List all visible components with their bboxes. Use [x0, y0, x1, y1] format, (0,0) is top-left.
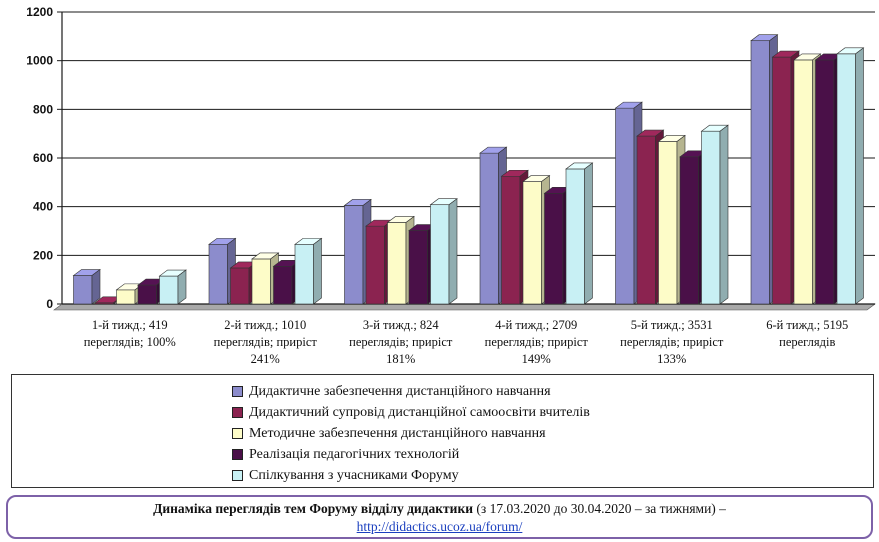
- bar: [208, 244, 228, 305]
- x-tick-label: 1-й тижд.; 419 переглядів; 100%: [84, 318, 176, 349]
- bar-chart: 0 200 400 600 800 1000 1200 1-й тижд.; 419 перег…: [26, 5, 876, 366]
- x-tick-label-line: переглядів; приріст: [214, 335, 318, 349]
- chart-legend: Дидактичне забезпечення дистанційного на…: [11, 374, 874, 488]
- bar-side: [584, 162, 593, 305]
- x-tick-label-line: 5-й тижд.; 3531: [631, 318, 713, 332]
- y-tick-label: 1000: [26, 54, 53, 68]
- bar-side: [177, 269, 187, 305]
- bar: [501, 175, 521, 305]
- chart-floor: [53, 303, 876, 311]
- legend-item: Дидактичний супровід дистанційної самоос…: [232, 402, 590, 423]
- bar: [750, 40, 770, 305]
- x-tick-label-line: переглядів; приріст: [620, 335, 724, 349]
- bar: [365, 225, 385, 305]
- legend-swatch: [232, 470, 243, 481]
- x-tick-label-line: 1-й тижд.; 419: [92, 318, 168, 332]
- bar-side: [719, 124, 729, 305]
- bar: [815, 59, 835, 305]
- bar-side: [855, 47, 864, 305]
- x-tick-label-line: 3-й тижд.; 824: [363, 318, 440, 332]
- x-tick-label: 3-й тижд.; 824 переглядів; приріст 181%: [349, 318, 453, 366]
- caption-period: (з 17.03.2020 до 30.04.2020 – за тижнями…: [473, 501, 726, 516]
- bar: [544, 192, 564, 305]
- y-tick-label: 600: [33, 151, 53, 165]
- x-tick-label-line: 4-й тижд.; 2709: [495, 318, 577, 332]
- caption-title: Динаміка переглядів тем Форуму відділу д…: [153, 501, 473, 516]
- chart-caption: Динаміка переглядів тем Форуму відділу д…: [6, 495, 873, 539]
- x-tick-label-line: 2-й тижд.; 1010: [224, 318, 306, 332]
- legend-label: Дидактичне забезпечення дистанційного на…: [249, 383, 551, 399]
- bar: [387, 222, 407, 305]
- x-tick-label-line: 6-й тижд.; 5195: [766, 318, 848, 332]
- bar: [522, 181, 542, 305]
- y-tick-label: 400: [33, 200, 53, 214]
- legend-label: Спілкування з учасниками Форуму: [249, 467, 459, 483]
- bar: [73, 275, 93, 305]
- bar: [565, 168, 585, 305]
- forum-link[interactable]: http://didactics.ucoz.ua/forum/: [356, 519, 523, 534]
- y-tick-label: 800: [33, 102, 53, 116]
- bar: [344, 205, 364, 305]
- bar: [793, 59, 813, 305]
- x-tick-label-line: 149%: [522, 352, 551, 366]
- bar: [701, 130, 721, 305]
- bar: [679, 156, 699, 305]
- bar: [772, 56, 792, 305]
- bar: [116, 289, 136, 305]
- legend-list: Дидактичне забезпечення дистанційного на…: [232, 381, 590, 486]
- bar: [408, 230, 428, 305]
- bar: [430, 204, 450, 305]
- legend-item: Методичне забезпечення дистанційного нав…: [232, 423, 590, 444]
- legend-item: Дидактичне забезпечення дистанційного на…: [232, 381, 590, 402]
- legend-item: Реалізація педагогічних технологій: [232, 444, 590, 465]
- legend-swatch: [232, 386, 243, 397]
- x-tick-label: 5-й тижд.; 3531 переглядів; приріст 133%: [620, 318, 724, 366]
- y-tick-label: 1200: [26, 5, 53, 19]
- x-tick-label-line: переглядів; 100%: [84, 335, 176, 349]
- y-tick-label: 200: [33, 248, 53, 262]
- x-tick-label-line: 181%: [386, 352, 415, 366]
- legend-label: Дидактичний супровід дистанційної самоос…: [249, 404, 590, 420]
- bar: [230, 267, 250, 305]
- bar: [479, 152, 499, 305]
- legend-label: Методичне забезпечення дистанційного нав…: [249, 425, 546, 441]
- legend-label: Реалізація педагогічних технологій: [249, 446, 460, 462]
- bar: [836, 53, 856, 305]
- bar-side: [91, 268, 101, 305]
- bar-side: [313, 237, 322, 305]
- bar: [294, 244, 314, 305]
- x-tick-label-line: переглядів; приріст: [485, 335, 589, 349]
- bar-side: [448, 198, 458, 305]
- x-tick-label: 2-й тижд.; 1010 переглядів; приріст 241%: [214, 318, 318, 366]
- legend-swatch: [232, 449, 243, 460]
- bar: [636, 135, 656, 305]
- bar: [273, 265, 293, 305]
- y-tick-label: 0: [46, 297, 53, 311]
- bar: [137, 284, 157, 305]
- bar: [615, 107, 635, 305]
- legend-swatch: [232, 407, 243, 418]
- legend-item: Спілкування з учасниками Форуму: [232, 465, 590, 486]
- legend-swatch: [232, 428, 243, 439]
- x-tick-label-line: переглядів; приріст: [349, 335, 453, 349]
- x-tick-label-line: переглядів: [779, 335, 835, 349]
- bar: [251, 258, 271, 305]
- bar: [159, 275, 179, 305]
- x-tick-label-line: 241%: [251, 352, 280, 366]
- bar: [658, 141, 678, 305]
- x-tick-label: 4-й тижд.; 2709 переглядів; приріст 149%: [485, 318, 589, 366]
- x-tick-label-line: 133%: [657, 352, 686, 366]
- x-tick-label: 6-й тижд.; 5195 переглядів: [766, 318, 848, 349]
